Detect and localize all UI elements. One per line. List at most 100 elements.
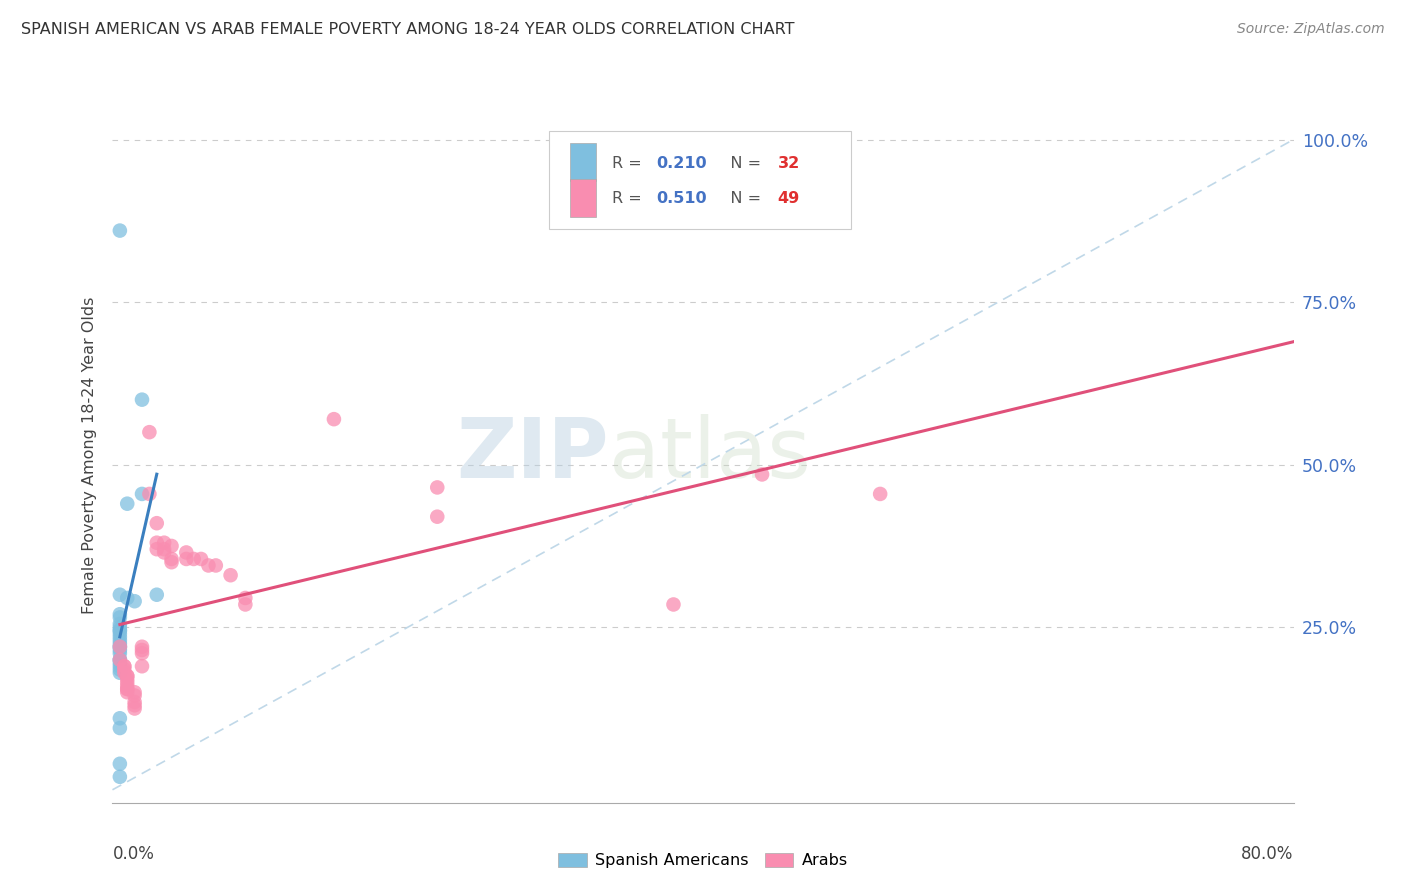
- Point: [662, 598, 685, 612]
- Legend: Spanish Americans, Arabs: Spanish Americans, Arabs: [553, 847, 853, 875]
- Point: [117, 497, 138, 511]
- Point: [108, 646, 131, 660]
- Point: [219, 568, 242, 582]
- Text: 0.510: 0.510: [655, 192, 706, 206]
- Point: [108, 756, 131, 771]
- Point: [146, 588, 169, 602]
- Text: 80.0%: 80.0%: [1241, 845, 1294, 863]
- Point: [108, 640, 131, 654]
- Text: 32: 32: [778, 156, 800, 171]
- Point: [108, 640, 131, 654]
- Point: [108, 653, 131, 667]
- Point: [117, 675, 138, 690]
- Point: [108, 663, 131, 677]
- Point: [108, 770, 131, 784]
- Text: R =: R =: [612, 192, 647, 206]
- Point: [426, 480, 449, 494]
- Point: [108, 653, 131, 667]
- Text: 0.0%: 0.0%: [112, 845, 155, 863]
- Y-axis label: Female Poverty Among 18-24 Year Olds: Female Poverty Among 18-24 Year Olds: [82, 296, 97, 614]
- Point: [117, 591, 138, 605]
- Point: [174, 552, 197, 566]
- Point: [108, 624, 131, 638]
- Point: [138, 425, 160, 439]
- Point: [108, 636, 131, 650]
- Point: [108, 620, 131, 634]
- Point: [131, 659, 153, 673]
- Point: [146, 542, 169, 557]
- Point: [108, 630, 131, 644]
- FancyBboxPatch shape: [569, 178, 596, 217]
- Text: Source: ZipAtlas.com: Source: ZipAtlas.com: [1237, 22, 1385, 37]
- Point: [124, 695, 146, 709]
- Point: [108, 721, 131, 735]
- Point: [117, 681, 138, 696]
- Point: [131, 646, 153, 660]
- Point: [197, 558, 219, 573]
- Point: [124, 594, 146, 608]
- Text: SPANISH AMERICAN VS ARAB FEMALE POVERTY AMONG 18-24 YEAR OLDS CORRELATION CHART: SPANISH AMERICAN VS ARAB FEMALE POVERTY …: [21, 22, 794, 37]
- Point: [190, 552, 212, 566]
- Point: [108, 711, 131, 725]
- Point: [160, 555, 183, 569]
- Text: R =: R =: [612, 156, 647, 171]
- Point: [108, 617, 131, 632]
- Point: [112, 659, 135, 673]
- Point: [153, 535, 176, 549]
- Text: N =: N =: [714, 192, 766, 206]
- Point: [108, 640, 131, 654]
- Point: [131, 643, 153, 657]
- Point: [108, 643, 131, 657]
- Point: [117, 679, 138, 693]
- Point: [117, 672, 138, 686]
- Point: [108, 653, 131, 667]
- Point: [183, 552, 205, 566]
- FancyBboxPatch shape: [569, 144, 596, 181]
- Point: [174, 545, 197, 559]
- Point: [160, 552, 183, 566]
- Point: [124, 685, 146, 699]
- Point: [108, 224, 131, 238]
- Point: [112, 665, 135, 680]
- Point: [323, 412, 346, 426]
- FancyBboxPatch shape: [550, 131, 851, 229]
- Text: ZIP: ZIP: [456, 415, 609, 495]
- Point: [112, 659, 135, 673]
- Point: [205, 558, 228, 573]
- Text: N =: N =: [714, 156, 766, 171]
- Point: [869, 487, 891, 501]
- Point: [108, 659, 131, 673]
- Point: [112, 663, 135, 677]
- Point: [124, 701, 146, 715]
- Point: [233, 598, 256, 612]
- Point: [108, 665, 131, 680]
- Point: [108, 624, 131, 638]
- Point: [160, 539, 183, 553]
- Text: 0.210: 0.210: [655, 156, 706, 171]
- Point: [426, 509, 449, 524]
- Point: [108, 588, 131, 602]
- Point: [117, 669, 138, 683]
- Point: [108, 633, 131, 648]
- Point: [131, 392, 153, 407]
- Point: [153, 542, 176, 557]
- Point: [146, 535, 169, 549]
- Point: [124, 698, 146, 713]
- Point: [117, 669, 138, 683]
- Point: [131, 487, 153, 501]
- Point: [124, 689, 146, 703]
- Text: 49: 49: [778, 192, 800, 206]
- Point: [108, 610, 131, 624]
- Point: [117, 685, 138, 699]
- Point: [146, 516, 169, 531]
- Point: [108, 607, 131, 622]
- Point: [153, 545, 176, 559]
- Text: atlas: atlas: [609, 415, 810, 495]
- Point: [138, 487, 160, 501]
- Point: [751, 467, 773, 482]
- Point: [131, 640, 153, 654]
- Point: [108, 626, 131, 640]
- Point: [108, 656, 131, 670]
- Point: [117, 681, 138, 696]
- Point: [233, 591, 256, 605]
